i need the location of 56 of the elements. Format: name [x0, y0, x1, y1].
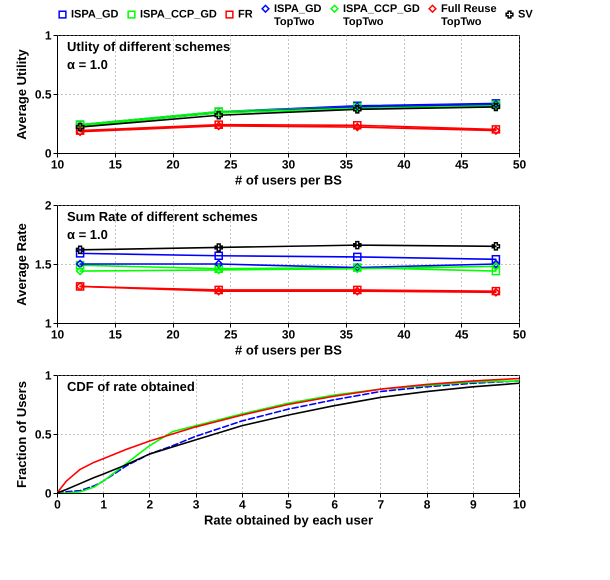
x-tick-label: 50 [512, 328, 526, 342]
x-axis-title: Rate obtained by each user [204, 512, 374, 528]
y-tick-label: 1.5 [34, 258, 52, 272]
x-axis-title: # of users per BS [235, 342, 342, 358]
y-tick-label: 0.5 [34, 428, 52, 442]
x-tick-label: 1 [100, 498, 108, 512]
x-tick-label: 0 [54, 498, 62, 512]
legend-label: ISPA_GD TopTwo [274, 2, 322, 28]
y-tick-label: 1 [44, 28, 52, 42]
x-tick-label: 25 [224, 328, 238, 342]
x-tick-label: 10 [50, 158, 64, 172]
y-tick-label: 0 [44, 486, 52, 500]
x-tick-label: 30 [282, 158, 296, 172]
x-axis-title: # of users per BS [235, 172, 342, 188]
x-tick-label: 25 [224, 158, 238, 172]
annotation: α = 1.0 [67, 227, 108, 242]
x-tick-label: 30 [282, 328, 296, 342]
legend-label: ISPA_CCP_GD [140, 8, 217, 21]
x-tick-label: 7 [378, 498, 385, 512]
y-tick-label: 0 [44, 146, 52, 160]
y-tick-label: 1 [44, 368, 52, 382]
y-tick-label: 0.5 [34, 88, 52, 102]
y-axis-title: Fraction of Users [14, 381, 29, 488]
x-tick-label: 40 [397, 328, 411, 342]
annotation: Utlity of different schemes [67, 39, 230, 54]
x-tick-label: 5 [285, 498, 292, 512]
x-tick-label: 10 [50, 328, 64, 342]
x-tick-label: 35 [340, 328, 354, 342]
x-tick-label: 20 [166, 328, 180, 342]
x-tick-label: 45 [455, 158, 469, 172]
x-tick-label: 45 [455, 328, 469, 342]
x-tick-label: 6 [331, 498, 338, 512]
annotation: α = 1.0 [67, 57, 108, 72]
x-tick-label: 40 [397, 158, 411, 172]
x-tick-label: 8 [424, 498, 431, 512]
legend-label: ISPA_CCP_GD TopTwo [343, 2, 420, 28]
y-tick-label: 1 [44, 316, 52, 330]
y-axis-title: Average Rate [14, 223, 29, 306]
legend-label: SV [518, 8, 534, 21]
annotation: CDF of rate obtained [67, 379, 195, 394]
x-tick-label: 20 [166, 158, 180, 172]
legend-label: Full Reuse TopTwo [441, 2, 497, 28]
annotation: Sum Rate of different schemes [67, 209, 258, 224]
y-tick-label: 2 [44, 198, 52, 212]
y-axis-title: Average Utility [14, 48, 29, 140]
x-tick-label: 50 [512, 158, 526, 172]
x-tick-label: 15 [108, 158, 122, 172]
x-tick-label: 15 [108, 328, 122, 342]
x-tick-label: 10 [512, 498, 526, 512]
x-tick-label: 35 [340, 158, 354, 172]
x-tick-label: 2 [146, 498, 154, 512]
x-tick-label: 9 [470, 498, 477, 512]
legend-label: FR [238, 8, 253, 21]
x-tick-label: 3 [192, 498, 200, 512]
x-tick-label: 4 [238, 498, 246, 512]
legend-label: ISPA_GD [71, 8, 119, 21]
